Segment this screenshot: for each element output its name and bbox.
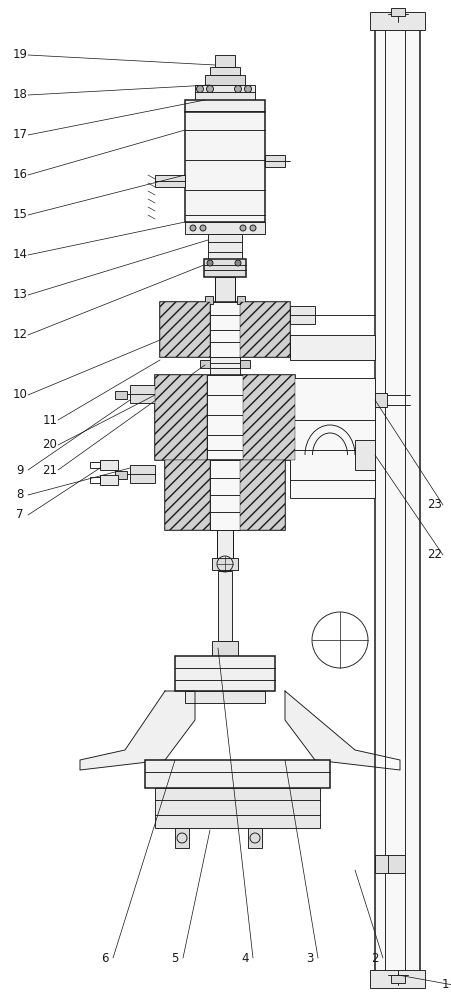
Text: 22: 22 (428, 548, 442, 562)
Circle shape (240, 225, 246, 231)
Bar (208, 234, 242, 259)
Text: 19: 19 (13, 48, 28, 62)
Circle shape (200, 225, 206, 231)
Bar (212, 558, 238, 570)
Bar (155, 375, 207, 460)
Bar (290, 306, 315, 324)
Bar (240, 302, 290, 357)
Circle shape (244, 86, 252, 93)
Circle shape (207, 86, 213, 93)
Bar (175, 828, 189, 848)
Bar (185, 691, 265, 703)
Bar (240, 460, 285, 530)
Text: 6: 6 (101, 952, 109, 964)
Bar (265, 155, 285, 167)
Bar (185, 112, 265, 222)
Bar (115, 471, 127, 479)
Bar (155, 175, 185, 187)
Text: 12: 12 (13, 328, 28, 342)
Text: 18: 18 (13, 89, 28, 102)
Bar (370, 970, 425, 988)
Text: 21: 21 (42, 464, 57, 477)
Bar (375, 855, 405, 873)
Bar (240, 360, 250, 368)
Bar (210, 460, 240, 530)
Bar (210, 357, 240, 375)
Bar (165, 460, 210, 530)
Bar (391, 8, 405, 16)
Bar (212, 641, 238, 656)
Bar (160, 302, 210, 357)
Text: 7: 7 (16, 508, 24, 522)
Bar (290, 378, 375, 498)
Text: 1: 1 (441, 978, 449, 992)
Circle shape (250, 225, 256, 231)
Bar (391, 975, 405, 983)
Bar (290, 460, 375, 482)
Text: 16: 16 (13, 168, 28, 182)
Text: 14: 14 (13, 248, 28, 261)
Polygon shape (285, 691, 400, 770)
Circle shape (197, 86, 203, 93)
Bar (204, 259, 246, 277)
Text: 4: 4 (241, 952, 249, 964)
Bar (243, 375, 295, 460)
Bar (355, 440, 375, 470)
Text: 23: 23 (428, 498, 442, 512)
Text: 11: 11 (42, 414, 57, 426)
Bar (370, 12, 425, 30)
Circle shape (190, 225, 196, 231)
Bar (115, 391, 127, 399)
Bar (160, 302, 290, 357)
Bar (195, 85, 255, 100)
Text: 9: 9 (16, 464, 24, 477)
Bar (248, 828, 262, 848)
Bar (200, 360, 210, 368)
Bar (100, 460, 118, 470)
Text: 8: 8 (16, 488, 24, 502)
Bar (90, 477, 100, 483)
Bar (130, 385, 155, 403)
Bar (175, 656, 275, 691)
Text: 15: 15 (13, 209, 28, 222)
Bar (205, 296, 213, 304)
Bar (210, 67, 240, 75)
Bar (100, 475, 118, 485)
Text: 10: 10 (13, 388, 28, 401)
Bar (215, 55, 235, 67)
Bar (185, 100, 265, 112)
Circle shape (235, 86, 241, 93)
Bar (130, 465, 155, 483)
Bar (375, 393, 387, 407)
Bar (185, 222, 265, 234)
Text: 20: 20 (42, 438, 57, 452)
Bar (145, 760, 330, 788)
Polygon shape (80, 691, 195, 770)
Bar (218, 571, 232, 641)
Text: 17: 17 (13, 128, 28, 141)
Bar (290, 335, 375, 360)
Circle shape (235, 260, 241, 266)
Bar (155, 788, 320, 828)
Bar (155, 375, 295, 460)
Bar (237, 296, 245, 304)
Circle shape (207, 260, 213, 266)
Bar (205, 75, 245, 85)
Text: 2: 2 (371, 952, 379, 964)
Bar (207, 375, 243, 460)
Text: 3: 3 (306, 952, 314, 964)
Bar (217, 530, 233, 560)
Bar (90, 462, 100, 468)
Text: 5: 5 (171, 952, 179, 964)
Bar (375, 15, 420, 985)
Bar (165, 460, 285, 530)
Bar (210, 302, 240, 357)
Text: 13: 13 (13, 288, 28, 302)
Bar (215, 277, 235, 302)
